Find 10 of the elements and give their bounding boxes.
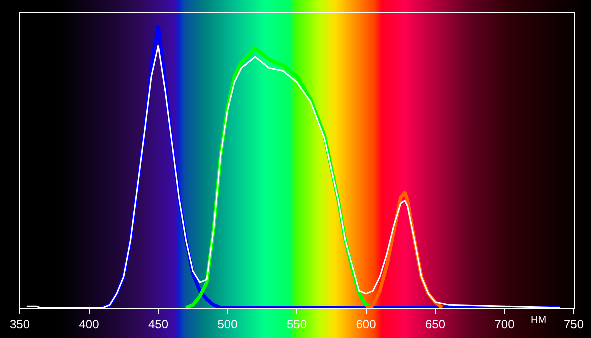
x-tick-label: 550	[286, 317, 308, 332]
x-tick-label: 700	[494, 317, 516, 332]
x-tick-label: 650	[425, 317, 446, 332]
x-tick-label: 500	[218, 317, 238, 332]
x-tick-label: 750	[564, 317, 584, 332]
x-tick-label: 450	[148, 317, 169, 332]
x-tick-label: 350	[10, 317, 30, 332]
x-axis-title: НМ	[531, 315, 547, 326]
x-tick-label: 600	[356, 317, 377, 332]
x-tick-label: 400	[79, 317, 100, 332]
